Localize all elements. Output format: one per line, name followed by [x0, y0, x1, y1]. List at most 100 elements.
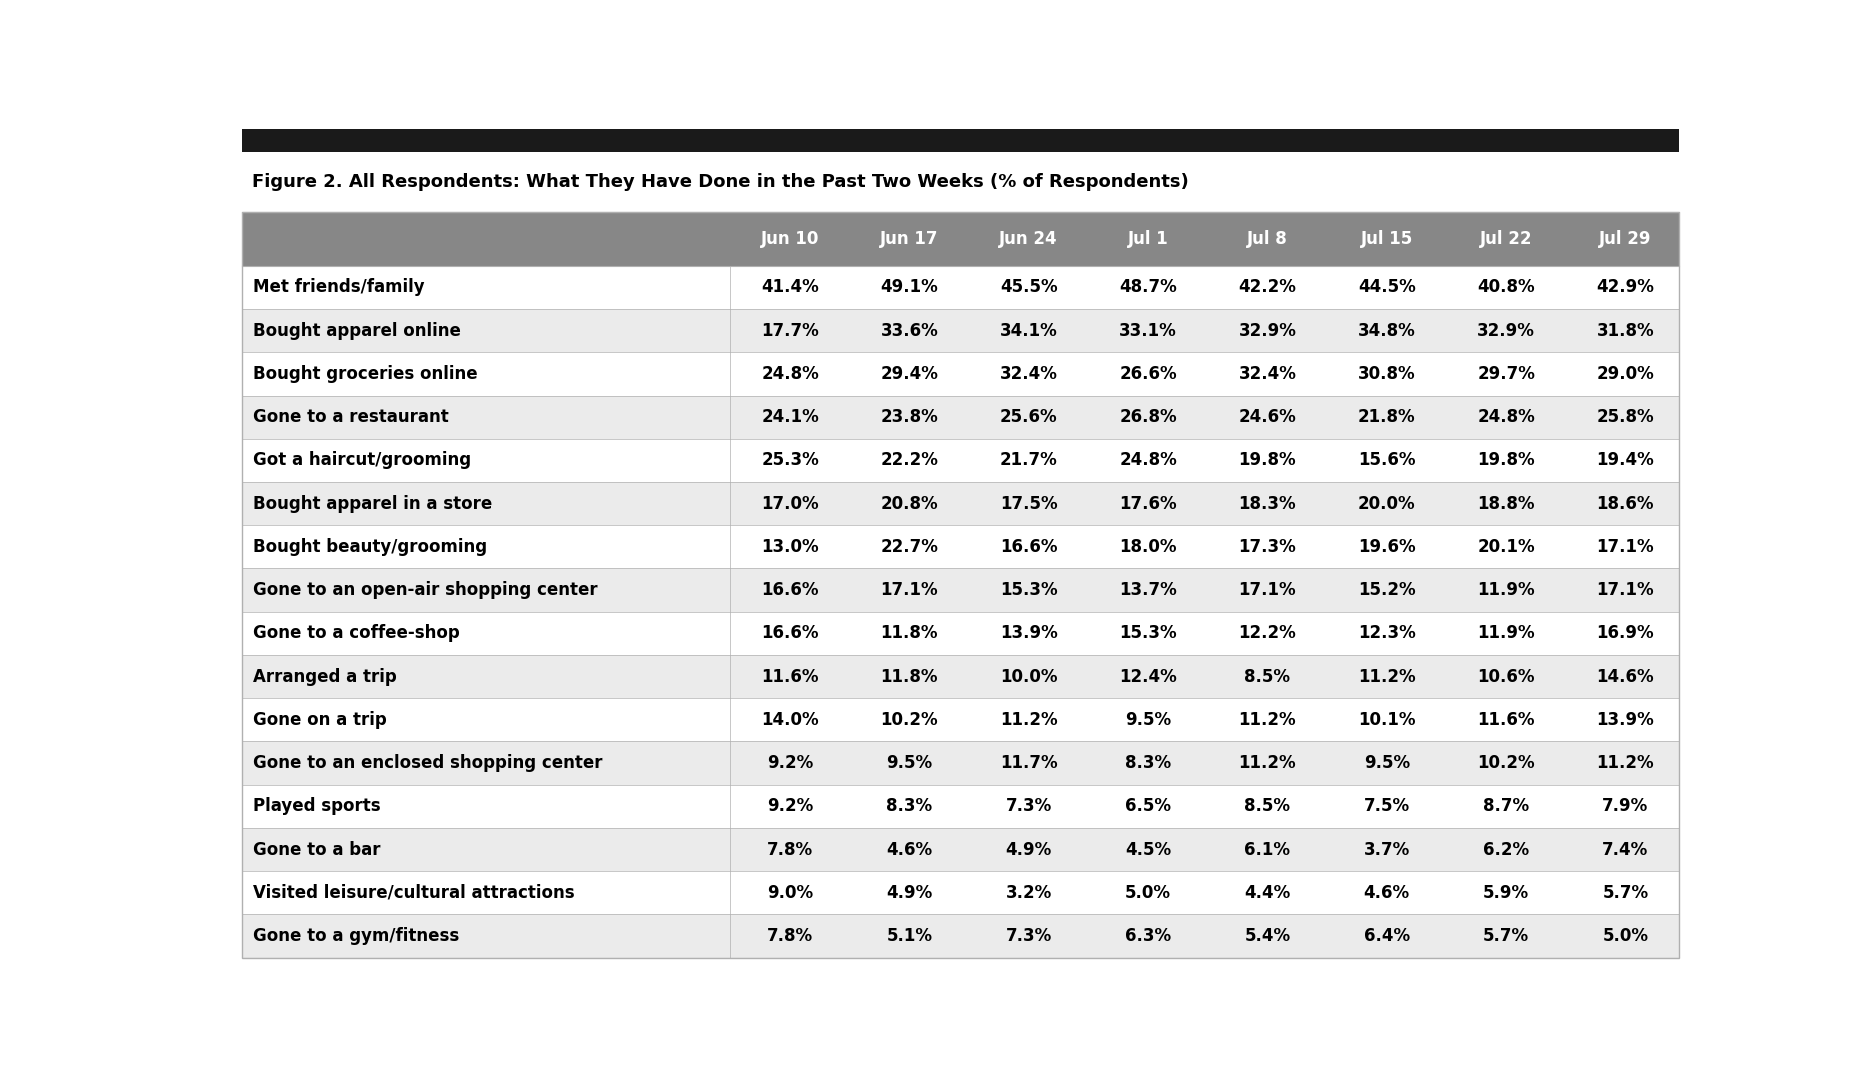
Bar — [242, 698, 1678, 741]
Bar — [242, 129, 1678, 153]
Text: 15.6%: 15.6% — [1358, 452, 1414, 469]
Text: 32.4%: 32.4% — [1000, 365, 1056, 383]
Bar — [242, 872, 1678, 915]
Text: 17.6%: 17.6% — [1118, 495, 1176, 512]
Text: 33.1%: 33.1% — [1118, 322, 1176, 340]
Text: 21.8%: 21.8% — [1358, 408, 1414, 426]
Text: 5.7%: 5.7% — [1601, 883, 1648, 902]
Text: 4.4%: 4.4% — [1244, 883, 1290, 902]
Text: 6.1%: 6.1% — [1244, 840, 1290, 859]
Text: 34.8%: 34.8% — [1358, 322, 1414, 340]
Text: 15.2%: 15.2% — [1358, 581, 1414, 599]
Text: 20.8%: 20.8% — [880, 495, 938, 512]
Text: 5.0%: 5.0% — [1601, 928, 1648, 945]
Bar — [242, 482, 1678, 525]
Text: 8.7%: 8.7% — [1482, 797, 1528, 816]
Text: 16.6%: 16.6% — [760, 624, 819, 642]
Text: 29.7%: 29.7% — [1476, 365, 1534, 383]
Text: 8.5%: 8.5% — [1244, 667, 1290, 685]
Bar — [242, 396, 1678, 439]
Text: 33.6%: 33.6% — [880, 322, 938, 340]
Text: 15.3%: 15.3% — [1000, 581, 1056, 599]
Text: 13.0%: 13.0% — [760, 538, 819, 556]
Text: 23.8%: 23.8% — [880, 408, 938, 426]
Text: 19.8%: 19.8% — [1238, 452, 1296, 469]
Text: 3.7%: 3.7% — [1364, 840, 1408, 859]
Text: 4.9%: 4.9% — [886, 883, 933, 902]
Text: 48.7%: 48.7% — [1118, 279, 1176, 297]
Text: 17.1%: 17.1% — [1596, 538, 1654, 556]
Text: Gone to a bar: Gone to a bar — [253, 840, 380, 859]
Text: 5.9%: 5.9% — [1482, 883, 1528, 902]
Text: 24.8%: 24.8% — [1476, 408, 1534, 426]
Text: 30.8%: 30.8% — [1358, 365, 1414, 383]
Text: 19.6%: 19.6% — [1358, 538, 1414, 556]
Text: 8.5%: 8.5% — [1244, 797, 1290, 816]
Text: Got a haircut/grooming: Got a haircut/grooming — [253, 452, 470, 469]
Text: 11.8%: 11.8% — [880, 667, 938, 685]
Bar — [242, 153, 1678, 212]
Text: Gone to an enclosed shopping center: Gone to an enclosed shopping center — [253, 754, 603, 773]
Text: 9.2%: 9.2% — [766, 754, 813, 773]
Text: 12.4%: 12.4% — [1118, 667, 1176, 685]
Text: 4.6%: 4.6% — [886, 840, 933, 859]
Text: 7.8%: 7.8% — [766, 840, 813, 859]
Text: Arranged a trip: Arranged a trip — [253, 667, 397, 685]
Text: 25.6%: 25.6% — [1000, 408, 1056, 426]
Text: 31.8%: 31.8% — [1596, 322, 1654, 340]
Bar — [242, 655, 1678, 698]
Bar — [242, 352, 1678, 396]
Text: 5.1%: 5.1% — [886, 928, 933, 945]
Text: 6.4%: 6.4% — [1364, 928, 1408, 945]
Text: Jul 1: Jul 1 — [1128, 230, 1167, 247]
Text: 29.4%: 29.4% — [880, 365, 938, 383]
Text: Jun 17: Jun 17 — [880, 230, 938, 247]
Bar — [242, 525, 1678, 568]
Text: 7.4%: 7.4% — [1601, 840, 1648, 859]
Text: 49.1%: 49.1% — [880, 279, 938, 297]
Text: Bought apparel in a store: Bought apparel in a store — [253, 495, 493, 512]
Text: 24.6%: 24.6% — [1238, 408, 1296, 426]
Text: 4.5%: 4.5% — [1124, 840, 1171, 859]
Bar — [242, 309, 1678, 352]
Text: 25.8%: 25.8% — [1596, 408, 1654, 426]
Text: 11.2%: 11.2% — [1596, 754, 1654, 773]
Bar — [242, 212, 1678, 266]
Text: 17.5%: 17.5% — [1000, 495, 1056, 512]
Text: 9.5%: 9.5% — [1124, 711, 1171, 728]
Bar — [242, 827, 1678, 872]
Text: Gone to an open-air shopping center: Gone to an open-air shopping center — [253, 581, 597, 599]
Text: Jun 24: Jun 24 — [998, 230, 1058, 247]
Text: 17.1%: 17.1% — [1238, 581, 1296, 599]
Text: 9.2%: 9.2% — [766, 797, 813, 816]
Text: 15.3%: 15.3% — [1118, 624, 1176, 642]
Text: 11.9%: 11.9% — [1476, 624, 1534, 642]
Text: 10.0%: 10.0% — [1000, 667, 1056, 685]
Text: 11.6%: 11.6% — [1476, 711, 1534, 728]
Text: 11.2%: 11.2% — [1358, 667, 1414, 685]
Text: 41.4%: 41.4% — [760, 279, 819, 297]
Text: Jun 10: Jun 10 — [760, 230, 819, 247]
Text: 6.5%: 6.5% — [1124, 797, 1171, 816]
Text: 16.6%: 16.6% — [1000, 538, 1056, 556]
Bar — [242, 612, 1678, 655]
Text: 29.0%: 29.0% — [1596, 365, 1654, 383]
Text: 42.9%: 42.9% — [1596, 279, 1654, 297]
Text: 32.4%: 32.4% — [1238, 365, 1296, 383]
Text: Jul 29: Jul 29 — [1598, 230, 1650, 247]
Text: 13.7%: 13.7% — [1118, 581, 1176, 599]
Text: 34.1%: 34.1% — [1000, 322, 1056, 340]
Text: 17.0%: 17.0% — [760, 495, 819, 512]
Text: 5.4%: 5.4% — [1244, 928, 1290, 945]
Text: 22.2%: 22.2% — [880, 452, 938, 469]
Text: 44.5%: 44.5% — [1358, 279, 1414, 297]
Text: Met friends/family: Met friends/family — [253, 279, 425, 297]
Text: 7.5%: 7.5% — [1364, 797, 1408, 816]
Text: 19.4%: 19.4% — [1596, 452, 1654, 469]
Text: 5.0%: 5.0% — [1124, 883, 1171, 902]
Bar — [242, 784, 1678, 827]
Text: 4.9%: 4.9% — [1006, 840, 1051, 859]
Text: 11.2%: 11.2% — [1238, 754, 1296, 773]
Text: 11.2%: 11.2% — [1000, 711, 1056, 728]
Text: 40.8%: 40.8% — [1476, 279, 1534, 297]
